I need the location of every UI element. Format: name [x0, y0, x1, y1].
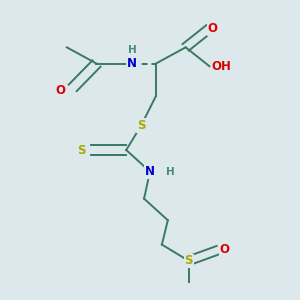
Text: OH: OH [212, 60, 231, 73]
Text: H: H [128, 45, 136, 55]
Text: N: N [145, 165, 155, 178]
Text: H: H [167, 167, 175, 177]
Text: O: O [207, 22, 218, 35]
Text: S: S [137, 119, 145, 132]
Text: N: N [127, 57, 137, 70]
Text: O: O [56, 84, 66, 97]
Text: S: S [184, 254, 193, 267]
Text: O: O [219, 244, 229, 256]
Text: S: S [77, 143, 86, 157]
